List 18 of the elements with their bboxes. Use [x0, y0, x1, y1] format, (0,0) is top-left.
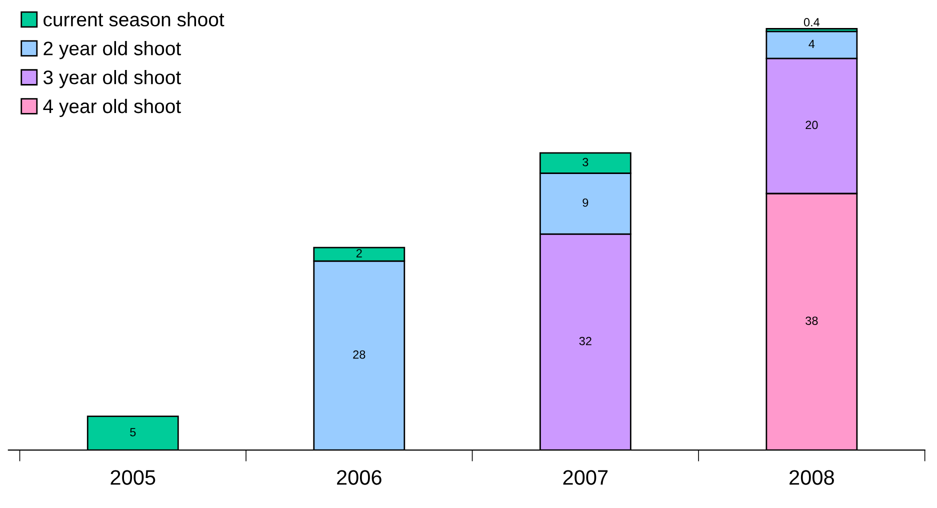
- legend-label: 2 year old shoot: [44, 41, 181, 60]
- x-tick-label: 2005: [110, 470, 156, 485]
- x-tick-label: 2008: [790, 470, 834, 485]
- data-label: 5: [130, 428, 136, 436]
- legend-label: 4 year old shoot: [43, 98, 181, 118]
- data-label: 28: [353, 350, 366, 359]
- data-label: 20: [806, 120, 818, 130]
- data-label: 38: [806, 316, 818, 325]
- legend-label: 3 year old shoot: [43, 70, 181, 88]
- data-label: 3: [582, 158, 588, 166]
- data-label: 32: [579, 336, 592, 346]
- x-tick-label: 2007: [563, 470, 608, 485]
- legend-label: current season shoot: [44, 12, 224, 26]
- data-label: 4: [808, 40, 815, 48]
- data-label: 9: [582, 198, 588, 207]
- x-tick-label: 2006: [337, 470, 382, 485]
- data-label: 0.4: [804, 18, 820, 26]
- data-label: 2: [356, 249, 362, 258]
